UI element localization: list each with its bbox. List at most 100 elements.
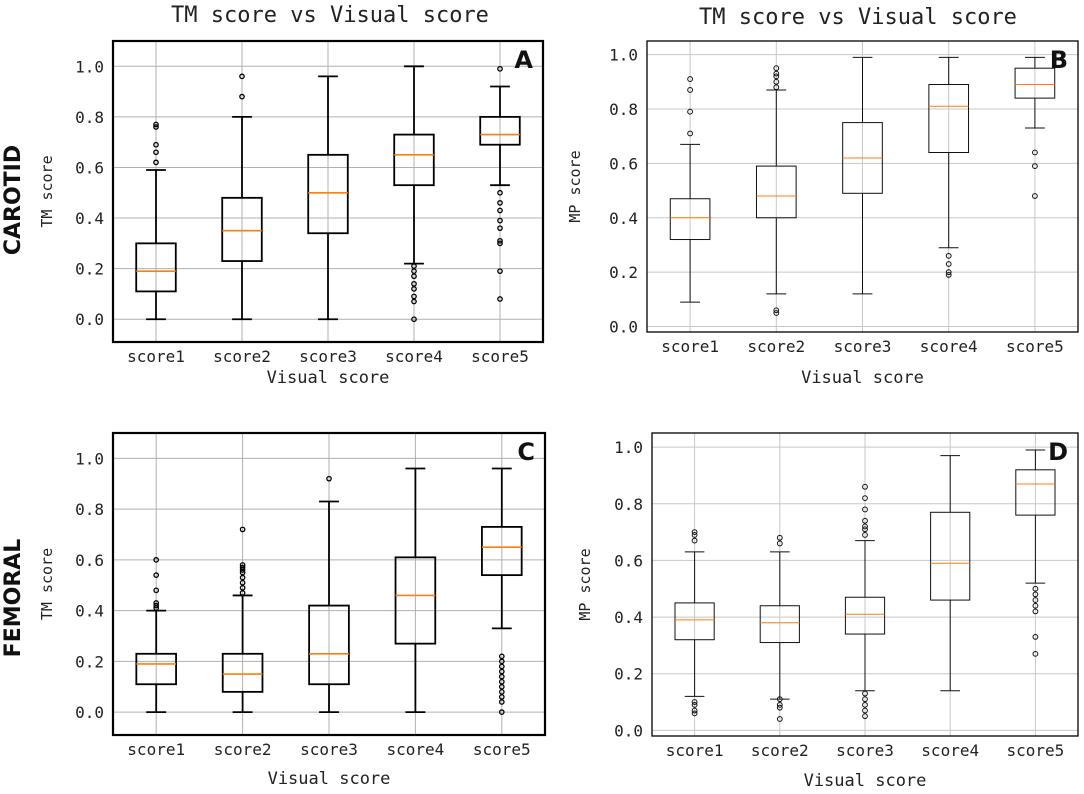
outlier-point [773, 310, 780, 316]
x-tick-label-score5: score5 [1006, 337, 1064, 356]
x-tick-label-score4: score4 [921, 741, 979, 760]
box-score5 [481, 467, 523, 716]
x-tick-label-score5: score5 [1007, 741, 1065, 760]
x-tick-label-score3: score3 [300, 740, 358, 759]
outlier-point [411, 286, 417, 292]
outlier-point [691, 710, 698, 717]
outlier-point [691, 529, 698, 536]
box-score2 [221, 73, 263, 321]
x-tick-label-score1: score1 [127, 740, 185, 759]
y-tick-label-0: 0.0 [75, 703, 104, 722]
outlier-point [1032, 650, 1039, 657]
outlier-point [773, 70, 780, 77]
box-score3 [307, 75, 349, 321]
x-tick-label-score2: score2 [213, 347, 271, 366]
outlier-point [773, 65, 780, 72]
outlier-point [498, 694, 505, 700]
y-tick-label-4: 0.8 [614, 495, 643, 514]
outlier-point [773, 307, 780, 314]
outlier-point [1032, 149, 1038, 156]
outlier-point [497, 240, 503, 247]
panels: 0.0 0.2 0.4 0.6 0.8 1.0 score1 score2 score3 scor… [38, 39, 1079, 791]
y-tick-label-3: 0.6 [614, 551, 643, 570]
box-score3 [842, 56, 883, 295]
outlier-point [687, 76, 693, 82]
outlier-point [862, 707, 868, 714]
outlier-point [773, 73, 780, 80]
outlier-point [239, 73, 245, 80]
y-tick-label-5: 1.0 [75, 449, 104, 468]
outlier-point [411, 316, 417, 323]
box-score5 [479, 65, 521, 302]
y-axis-label-d: MP score [576, 548, 594, 620]
panel-c: 0.0 0.2 0.4 0.6 0.8 1.0 score1 score2 score3 scor… [38, 431, 547, 789]
outlier-point [411, 280, 417, 287]
outlier-point [498, 699, 505, 705]
box-score1 [674, 529, 715, 717]
outlier-point [239, 579, 246, 586]
outlier-point [411, 268, 417, 275]
y-tick-label-2: 0.4 [614, 608, 643, 627]
outlier-point [497, 225, 503, 232]
outlier-point [1032, 591, 1039, 598]
outlier-point [498, 678, 505, 685]
panel-label-b: B [1050, 46, 1068, 74]
outlier-point [497, 65, 503, 72]
box-score4 [393, 65, 435, 323]
x-axis-label-d: Visual score [804, 771, 927, 791]
outlier-point [945, 269, 952, 276]
x-tick-label-score5: score5 [473, 740, 531, 759]
outlier-point [691, 699, 698, 705]
y-tick-label-0: 0.0 [75, 310, 104, 329]
box-score4 [928, 56, 970, 278]
y-tick-label-4: 0.8 [75, 108, 104, 127]
outlier-point [862, 713, 868, 720]
outlier-point [153, 557, 160, 563]
box-score4 [930, 455, 971, 692]
box-score1 [135, 557, 177, 714]
outlier-point [691, 707, 698, 714]
outlier-point [153, 149, 159, 156]
outlier-point [411, 263, 417, 269]
outlier-point [498, 689, 505, 695]
box-iqr [394, 556, 437, 645]
outlier-point [862, 526, 868, 533]
outlier-point [239, 564, 246, 571]
box-iqr [221, 652, 264, 693]
box-iqr [674, 602, 715, 641]
axes-frame-d [651, 432, 1079, 737]
box-score3 [844, 483, 886, 720]
outlier-point [153, 602, 160, 609]
y-tick-label-3: 0.6 [609, 154, 638, 173]
outlier-point [153, 572, 160, 578]
box-score1 [135, 121, 177, 321]
outlier-point [153, 121, 159, 128]
outlier-point [153, 605, 160, 611]
outlier-point [1032, 193, 1038, 199]
y-tick-label-5: 1.0 [609, 46, 638, 65]
outlier-point [691, 532, 698, 538]
panel-label-c: C [517, 438, 535, 466]
box-iqr [135, 652, 177, 686]
outlier-point [326, 475, 332, 482]
x-tick-label-score3: score3 [834, 337, 892, 356]
outlier-point [498, 658, 505, 665]
x-tick-label-score4: score4 [385, 347, 443, 366]
panel-label-a: A [514, 46, 533, 74]
box-iqr [755, 165, 797, 219]
y-tick-label-3: 0.6 [75, 158, 104, 177]
y-tick-label-0: 0.0 [609, 318, 638, 337]
y-tick-label-5: 1.0 [75, 57, 104, 76]
outlier-point [776, 540, 783, 547]
outlier-point [497, 200, 503, 206]
outlier-point [862, 506, 868, 513]
outlier-point [945, 271, 952, 278]
outlier-point [153, 141, 159, 148]
outlier-point [411, 273, 417, 280]
outlier-point [239, 526, 246, 533]
outlier-point [776, 716, 783, 722]
y-tick-label-5: 1.0 [614, 438, 643, 457]
outlier-point [498, 653, 505, 660]
outlier-point [1032, 633, 1039, 640]
